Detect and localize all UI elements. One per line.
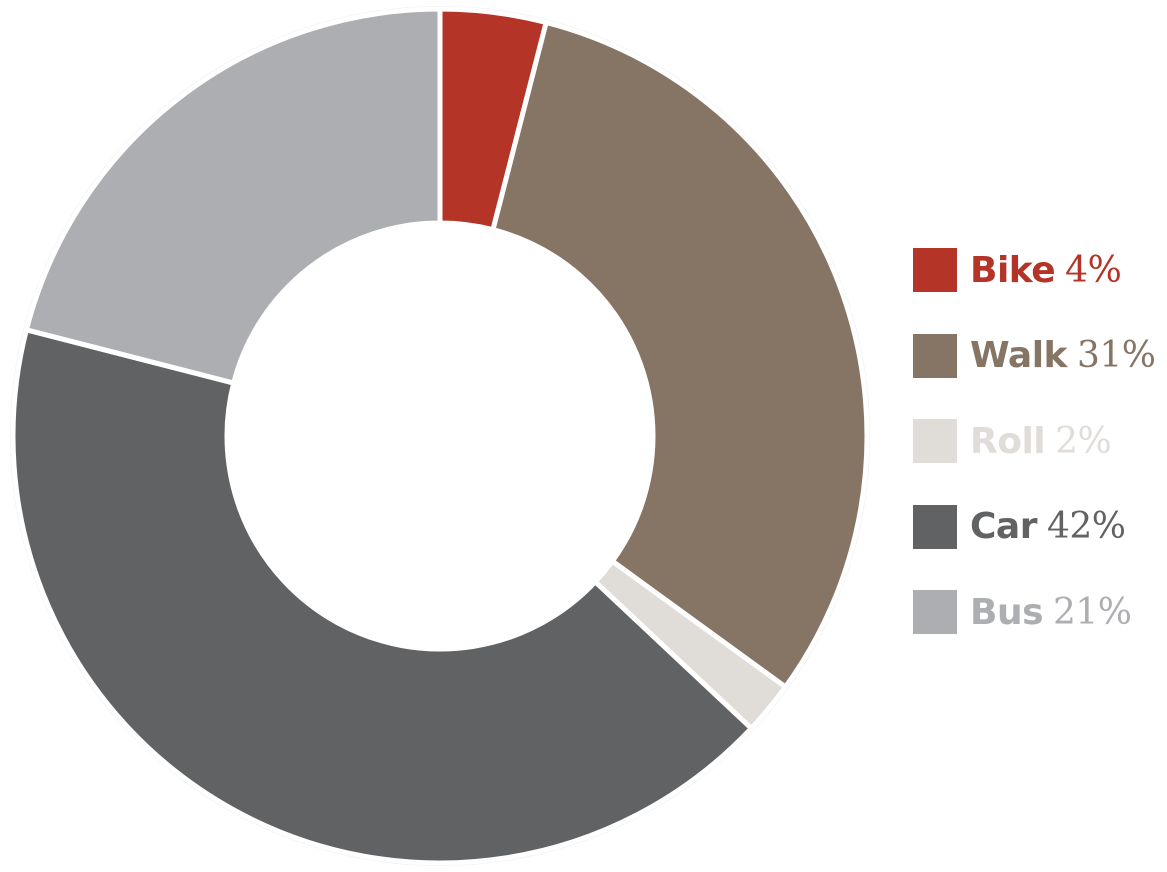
slice-car	[10, 326, 755, 866]
donut-chart	[10, 6, 870, 866]
legend-value-roll: 2%	[1055, 420, 1112, 462]
legend-item-car: Car 42%	[913, 504, 1163, 549]
legend-item-bike: Bike 4%	[913, 248, 1163, 292]
legend-label-bus: Bus	[970, 591, 1044, 633]
legend-label-walk: Walk	[970, 335, 1068, 376]
legend-value-car: 42%	[1046, 506, 1126, 547]
legend-swatch-roll	[913, 419, 957, 463]
legend-item-bus: Bus 21%	[913, 590, 1163, 634]
legend-label-car: Car	[970, 506, 1037, 547]
legend-value-walk: 31%	[1077, 335, 1156, 376]
legend-swatch-car	[913, 504, 957, 549]
legend-swatch-bike	[913, 248, 957, 292]
slice-bus	[23, 6, 443, 387]
legend-item-walk: Walk 31%	[913, 333, 1163, 378]
legend-value-bike: 4%	[1065, 249, 1122, 291]
chart-legend: Bike 4% Walk 31% Roll 2% Car 42% Bus 21%	[913, 248, 1163, 676]
legend-label-roll: Roll	[970, 420, 1046, 462]
legend-swatch-bus	[913, 590, 957, 634]
legend-item-roll: Roll 2%	[913, 419, 1163, 463]
legend-swatch-walk	[913, 333, 957, 378]
legend-value-bus: 21%	[1053, 591, 1132, 633]
slice-walk	[489, 19, 870, 691]
legend-label-bike: Bike	[970, 249, 1056, 291]
